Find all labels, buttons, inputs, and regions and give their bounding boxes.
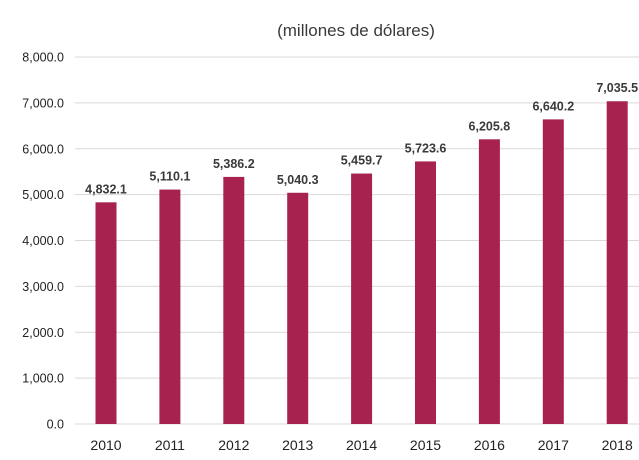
chart-title: (millones de dólares) <box>277 21 435 40</box>
x-tick-label: 2015 <box>410 437 441 453</box>
x-tick-label: 2010 <box>90 437 121 453</box>
bar-2011 <box>159 189 181 424</box>
y-tick-label: 6,000.0 <box>22 142 64 156</box>
x-axis-tick-labels: 2010 2011 2012 2013 2014 2015 2016 2017 2018 <box>90 437 633 453</box>
data-label: 7,035.5 <box>596 81 638 95</box>
x-tick-label: 2016 <box>474 437 505 453</box>
bar-2010 <box>95 202 117 424</box>
y-tick-label: 0.0 <box>47 418 64 432</box>
x-tick-label: 2014 <box>346 437 377 453</box>
bar-2016 <box>478 139 500 424</box>
data-labels: 4,832.1 5,110.1 5,386.2 5,040.3 5,459.7 5,723… <box>85 81 638 196</box>
bar-2014 <box>351 173 373 424</box>
x-tick-label: 2012 <box>218 437 249 453</box>
data-label: 5,723.6 <box>405 141 447 155</box>
y-tick-label: 4,000.0 <box>22 234 64 248</box>
bar-2013 <box>287 192 309 424</box>
y-tick-label: 7,000.0 <box>22 96 64 110</box>
x-tick-label: 2018 <box>602 437 633 453</box>
y-tick-label: 5,000.0 <box>22 188 64 202</box>
data-label: 5,110.1 <box>149 170 190 184</box>
data-label: 6,205.8 <box>469 119 511 133</box>
bar-2015 <box>415 161 436 424</box>
x-tick-label: 2013 <box>282 437 313 453</box>
data-label: 5,040.3 <box>277 173 319 187</box>
x-tick-label: 2017 <box>538 437 569 453</box>
x-tick-label: 2011 <box>155 437 185 453</box>
data-label: 5,386.2 <box>213 157 255 171</box>
y-tick-label: 8,000.0 <box>22 51 64 65</box>
bar-2018 <box>606 101 628 425</box>
y-axis-tick-labels: 0.0 1,000.0 2,000.0 3,000.0 4,000.0 5,000.0 6,… <box>22 51 64 432</box>
y-tick-label: 3,000.0 <box>22 280 64 294</box>
bars <box>95 101 628 425</box>
bar-2017 <box>542 119 564 424</box>
bar-2012 <box>223 176 245 424</box>
y-tick-label: 1,000.0 <box>22 372 64 386</box>
data-label: 4,832.1 <box>85 182 127 196</box>
data-label: 5,459.7 <box>341 154 383 168</box>
y-tick-label: 2,000.0 <box>22 326 64 340</box>
data-label: 6,640.2 <box>532 99 574 113</box>
